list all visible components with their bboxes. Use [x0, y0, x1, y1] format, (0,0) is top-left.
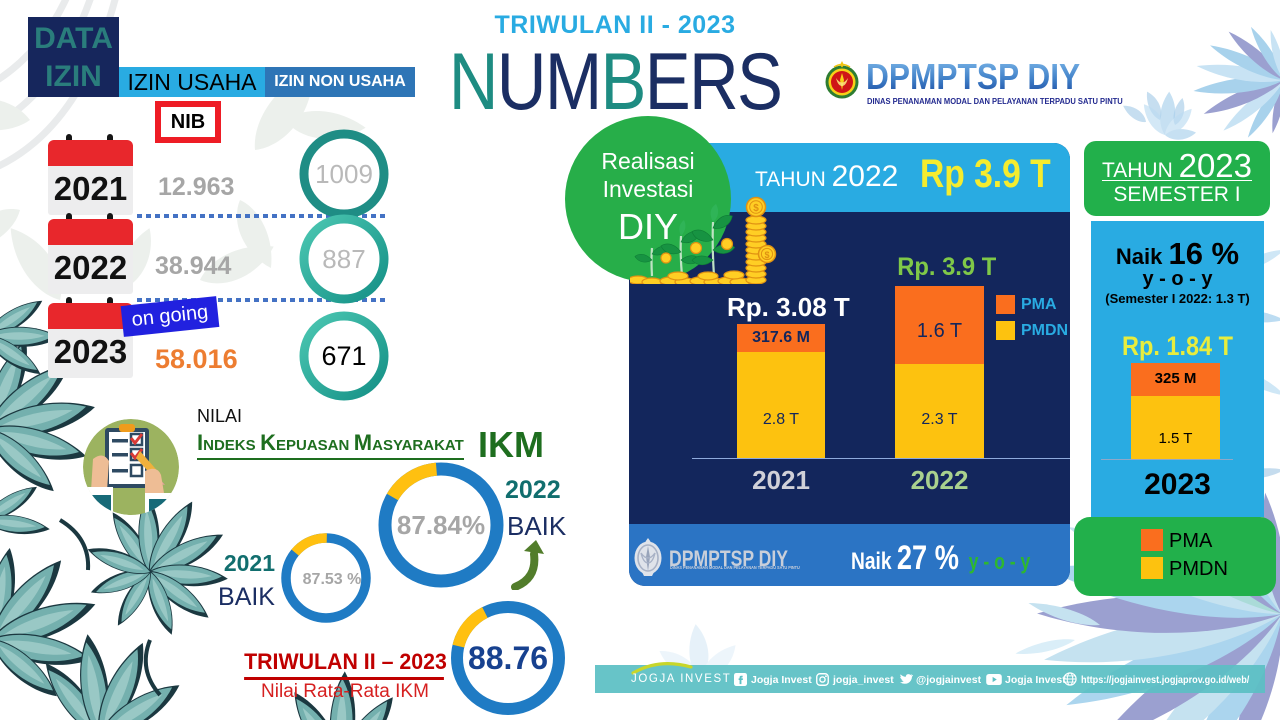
svg-text:$: $	[764, 250, 769, 260]
svg-text:1009: 1009	[315, 159, 373, 189]
svg-text:88.76: 88.76	[468, 640, 548, 676]
svg-text:87.53 %: 87.53 %	[303, 571, 362, 588]
svg-text:87.84%: 87.84%	[397, 510, 485, 540]
svg-text:887: 887	[322, 244, 365, 274]
svg-text:671: 671	[321, 341, 366, 371]
svg-text:$: $	[753, 203, 759, 214]
